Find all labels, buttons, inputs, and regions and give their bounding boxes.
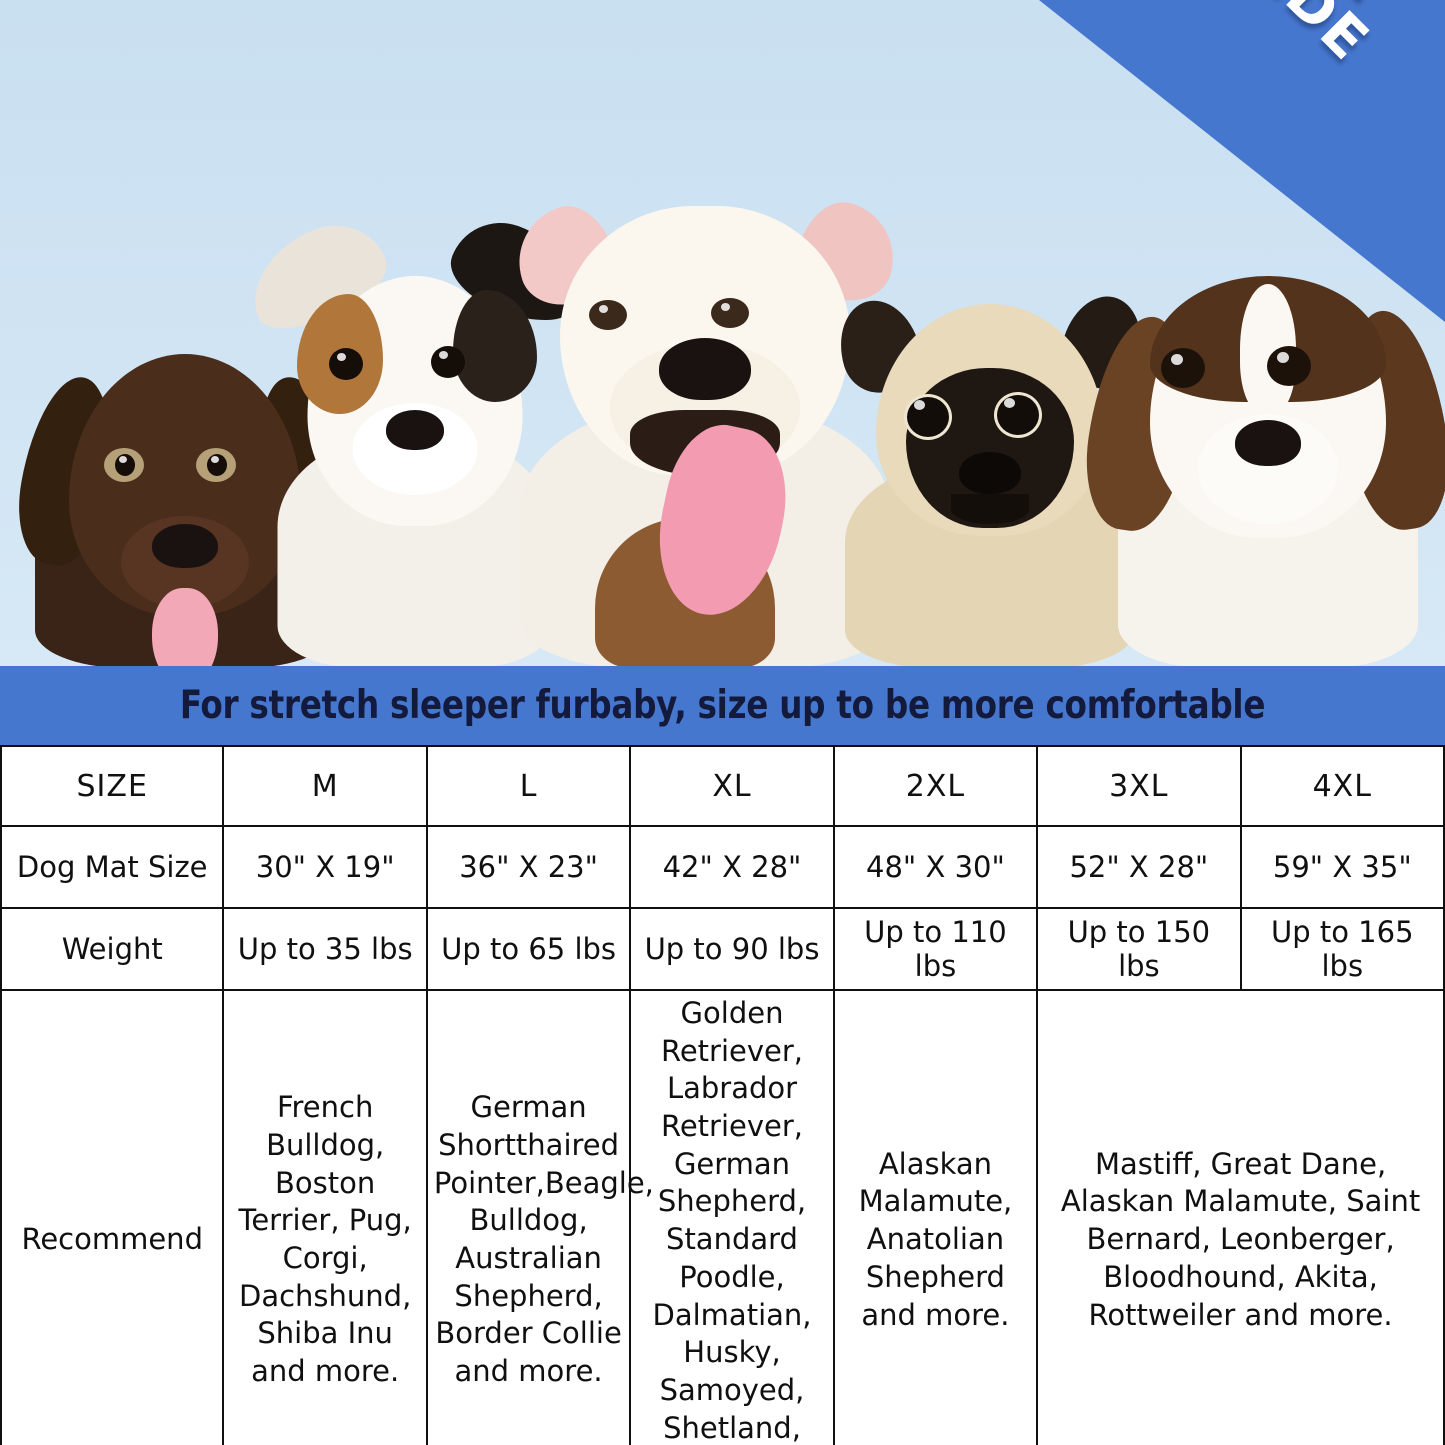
beagle-eye-shine-left — [1171, 354, 1183, 365]
beagle-eye-left — [1161, 348, 1205, 388]
dog-pug — [828, 248, 1152, 668]
tagline-text: For stretch sleeper furbaby, size up to … — [179, 683, 1266, 728]
header-cell-4xl: 4XL — [1239, 745, 1445, 827]
bulldog-nose — [659, 338, 751, 400]
bulldog-eye-right — [711, 298, 749, 328]
size-chart-table: SIZE M L XL 2XL 3XL 4XL Dog Mat Size 30"… — [0, 745, 1445, 1445]
pug-eye-right — [994, 392, 1042, 438]
mat-size-3xl: 52" X 28" — [1036, 825, 1242, 909]
labrador-eye-shine-left — [119, 456, 127, 463]
header-cell-size: SIZE — [0, 745, 225, 827]
hero-photo-area: SIZE GUIDE — [0, 0, 1445, 668]
dog-photo-group — [0, 148, 1445, 668]
weight-l: Up to 65 lbs — [425, 907, 632, 991]
weight-m: Up to 35 lbs — [222, 907, 428, 991]
size-chart: SIZE M L XL 2XL 3XL 4XL Dog Mat Size 30"… — [0, 745, 1445, 1445]
header-cell-m: M — [222, 745, 428, 827]
beagle-nose — [1234, 420, 1301, 466]
table-row-size-header: SIZE M L XL 2XL 3XL 4XL — [0, 745, 1445, 827]
labrador-eye-shine-right — [211, 456, 219, 463]
dog-jack-russell — [235, 198, 592, 668]
bulldog-eye-shine-right — [721, 303, 730, 311]
weight-2xl: Up to 110 lbs — [832, 907, 1039, 991]
labrador-tongue — [152, 588, 218, 668]
tagline-banner: For stretch sleeper furbaby, size up to … — [0, 666, 1445, 745]
recommend-l: German Shortthaired Pointer,Beagle, Bull… — [425, 989, 654, 1445]
dog-english-bulldog — [504, 158, 907, 668]
recommend-xl: Golden Retriever, Labrador Retriever, Ge… — [629, 989, 835, 1445]
beagle-eye-right — [1267, 346, 1311, 386]
table-row-recommend: Recommend French Bulldog, Boston Terrier… — [0, 989, 1445, 1445]
pug-eye-shine-left — [914, 400, 925, 410]
recommend-m: French Bulldog, Boston Terrier, Pug, Cor… — [222, 989, 428, 1445]
header-cell-2xl: 2XL — [832, 745, 1039, 827]
pug-eye-left — [904, 394, 952, 440]
pug-mouth — [951, 494, 1029, 524]
jackrussell-eye-left — [329, 348, 363, 380]
recommend-2xl: Alaskan Malamute, Anatolian Shepherd and… — [832, 989, 1039, 1445]
row-label-recommend: Recommend — [0, 989, 225, 1445]
beagle-eye-shine-right — [1277, 352, 1289, 363]
jackrussell-eye-shine-left — [337, 353, 346, 361]
bulldog-eye-left — [589, 300, 627, 330]
row-label-dog-mat-size: Dog Mat Size — [0, 825, 225, 909]
weight-xl: Up to 90 lbs — [629, 907, 835, 991]
bulldog-eye-shine-left — [599, 305, 608, 313]
header-cell-xl: XL — [629, 745, 835, 827]
size-guide-ribbon — [1039, 0, 1445, 322]
mat-size-l: 36" X 23" — [425, 825, 632, 909]
table-row-dog-mat-size: Dog Mat Size 30" X 19" 36" X 23" 42" X 2… — [0, 825, 1445, 909]
recommend-3xl-4xl: Mastiff, Great Dane, Alaskan Malamute, S… — [1036, 989, 1445, 1445]
mat-size-xl: 42" X 28" — [629, 825, 835, 909]
jackrussell-nose — [386, 410, 444, 450]
pug-nose — [959, 452, 1021, 494]
table-row-weight: Weight Up to 35 lbs Up to 65 lbs Up to 9… — [0, 907, 1445, 991]
mat-size-4xl: 59" X 35" — [1239, 825, 1445, 909]
row-label-weight: Weight — [0, 907, 225, 991]
jackrussell-eye-shine-right — [439, 351, 448, 359]
labrador-nose — [152, 524, 218, 568]
pug-eye-shine-right — [1004, 398, 1015, 408]
header-cell-l: L — [425, 745, 632, 827]
weight-3xl: Up to 150 lbs — [1036, 907, 1242, 991]
mat-size-2xl: 48" X 30" — [832, 825, 1039, 909]
mat-size-m: 30" X 19" — [222, 825, 428, 909]
header-cell-3xl: 3XL — [1036, 745, 1242, 827]
weight-4xl: Up to 165 lbs — [1239, 907, 1445, 991]
jackrussell-eye-right — [431, 346, 465, 378]
